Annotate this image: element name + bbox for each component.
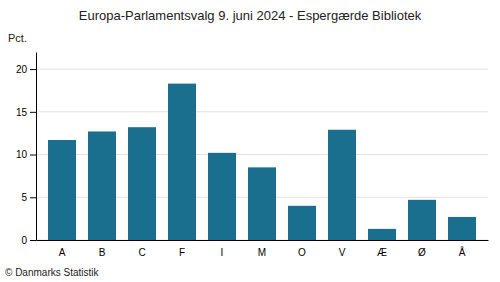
bar — [208, 153, 236, 240]
tick-label: Å — [459, 246, 466, 258]
tick: B — [99, 247, 106, 258]
axis-line — [36, 53, 37, 241]
tick: Å — [459, 246, 466, 258]
tick-mark — [30, 155, 36, 156]
tick-label: 10 — [16, 149, 28, 160]
tick-label: O — [298, 247, 306, 258]
tick-label: 5 — [21, 192, 27, 203]
bar — [448, 217, 476, 240]
tick: 0 — [21, 235, 36, 246]
y-axis: 0 5 10 15 20 — [16, 53, 37, 246]
tick-label: V — [339, 247, 346, 258]
tick-mark — [30, 197, 36, 198]
tick-mark — [30, 240, 36, 241]
bar — [48, 140, 76, 240]
tick-mark — [30, 112, 36, 113]
bar — [288, 206, 316, 240]
bar — [128, 127, 156, 240]
tick-label: A — [59, 247, 66, 258]
plot: 0 5 10 15 20 A B C F I M O V Æ Ø Å — [16, 53, 489, 259]
tick: O — [298, 247, 306, 258]
y-label: Pct. — [8, 32, 27, 44]
tick-label: Æ — [377, 247, 387, 258]
x-axis: ABCFIMOVÆØÅ — [37, 241, 489, 259]
bar — [368, 229, 396, 240]
bar — [248, 167, 276, 240]
tick: C — [138, 247, 145, 258]
tick-label: 20 — [16, 64, 28, 75]
tick-label: 15 — [16, 107, 28, 118]
chart: Europa-Parlamentsvalg 9. juni 2024 - Esp… — [0, 0, 500, 282]
bar — [408, 200, 436, 240]
tick: A — [59, 247, 66, 258]
grid-line — [36, 111, 488, 112]
tick: F — [179, 247, 185, 258]
tick: 10 — [16, 149, 36, 160]
grid — [36, 69, 488, 240]
tick: 5 — [21, 192, 36, 203]
tick: Æ — [377, 247, 387, 258]
tick-label: M — [258, 247, 266, 258]
grid-line — [36, 69, 488, 70]
bar — [88, 131, 116, 240]
tick-mark — [30, 69, 36, 70]
tick-label: 0 — [21, 235, 27, 246]
tick: Ø — [418, 247, 426, 258]
bar — [168, 84, 196, 240]
annotation: © Danmarks Statistik — [5, 267, 100, 278]
tick: M — [258, 247, 266, 258]
tick: I — [221, 247, 224, 258]
tick: 20 — [16, 64, 36, 75]
bar — [328, 130, 356, 240]
tick: V — [339, 247, 346, 258]
bars — [48, 84, 476, 240]
title: Europa-Parlamentsvalg 9. juni 2024 - Esp… — [79, 8, 422, 23]
axis-line — [37, 240, 489, 241]
tick-label: Ø — [418, 247, 426, 258]
tick-label: C — [138, 247, 145, 258]
tick: 15 — [16, 107, 36, 118]
tick-label: F — [179, 247, 185, 258]
tick-label: I — [221, 247, 224, 258]
tick-label: B — [99, 247, 106, 258]
